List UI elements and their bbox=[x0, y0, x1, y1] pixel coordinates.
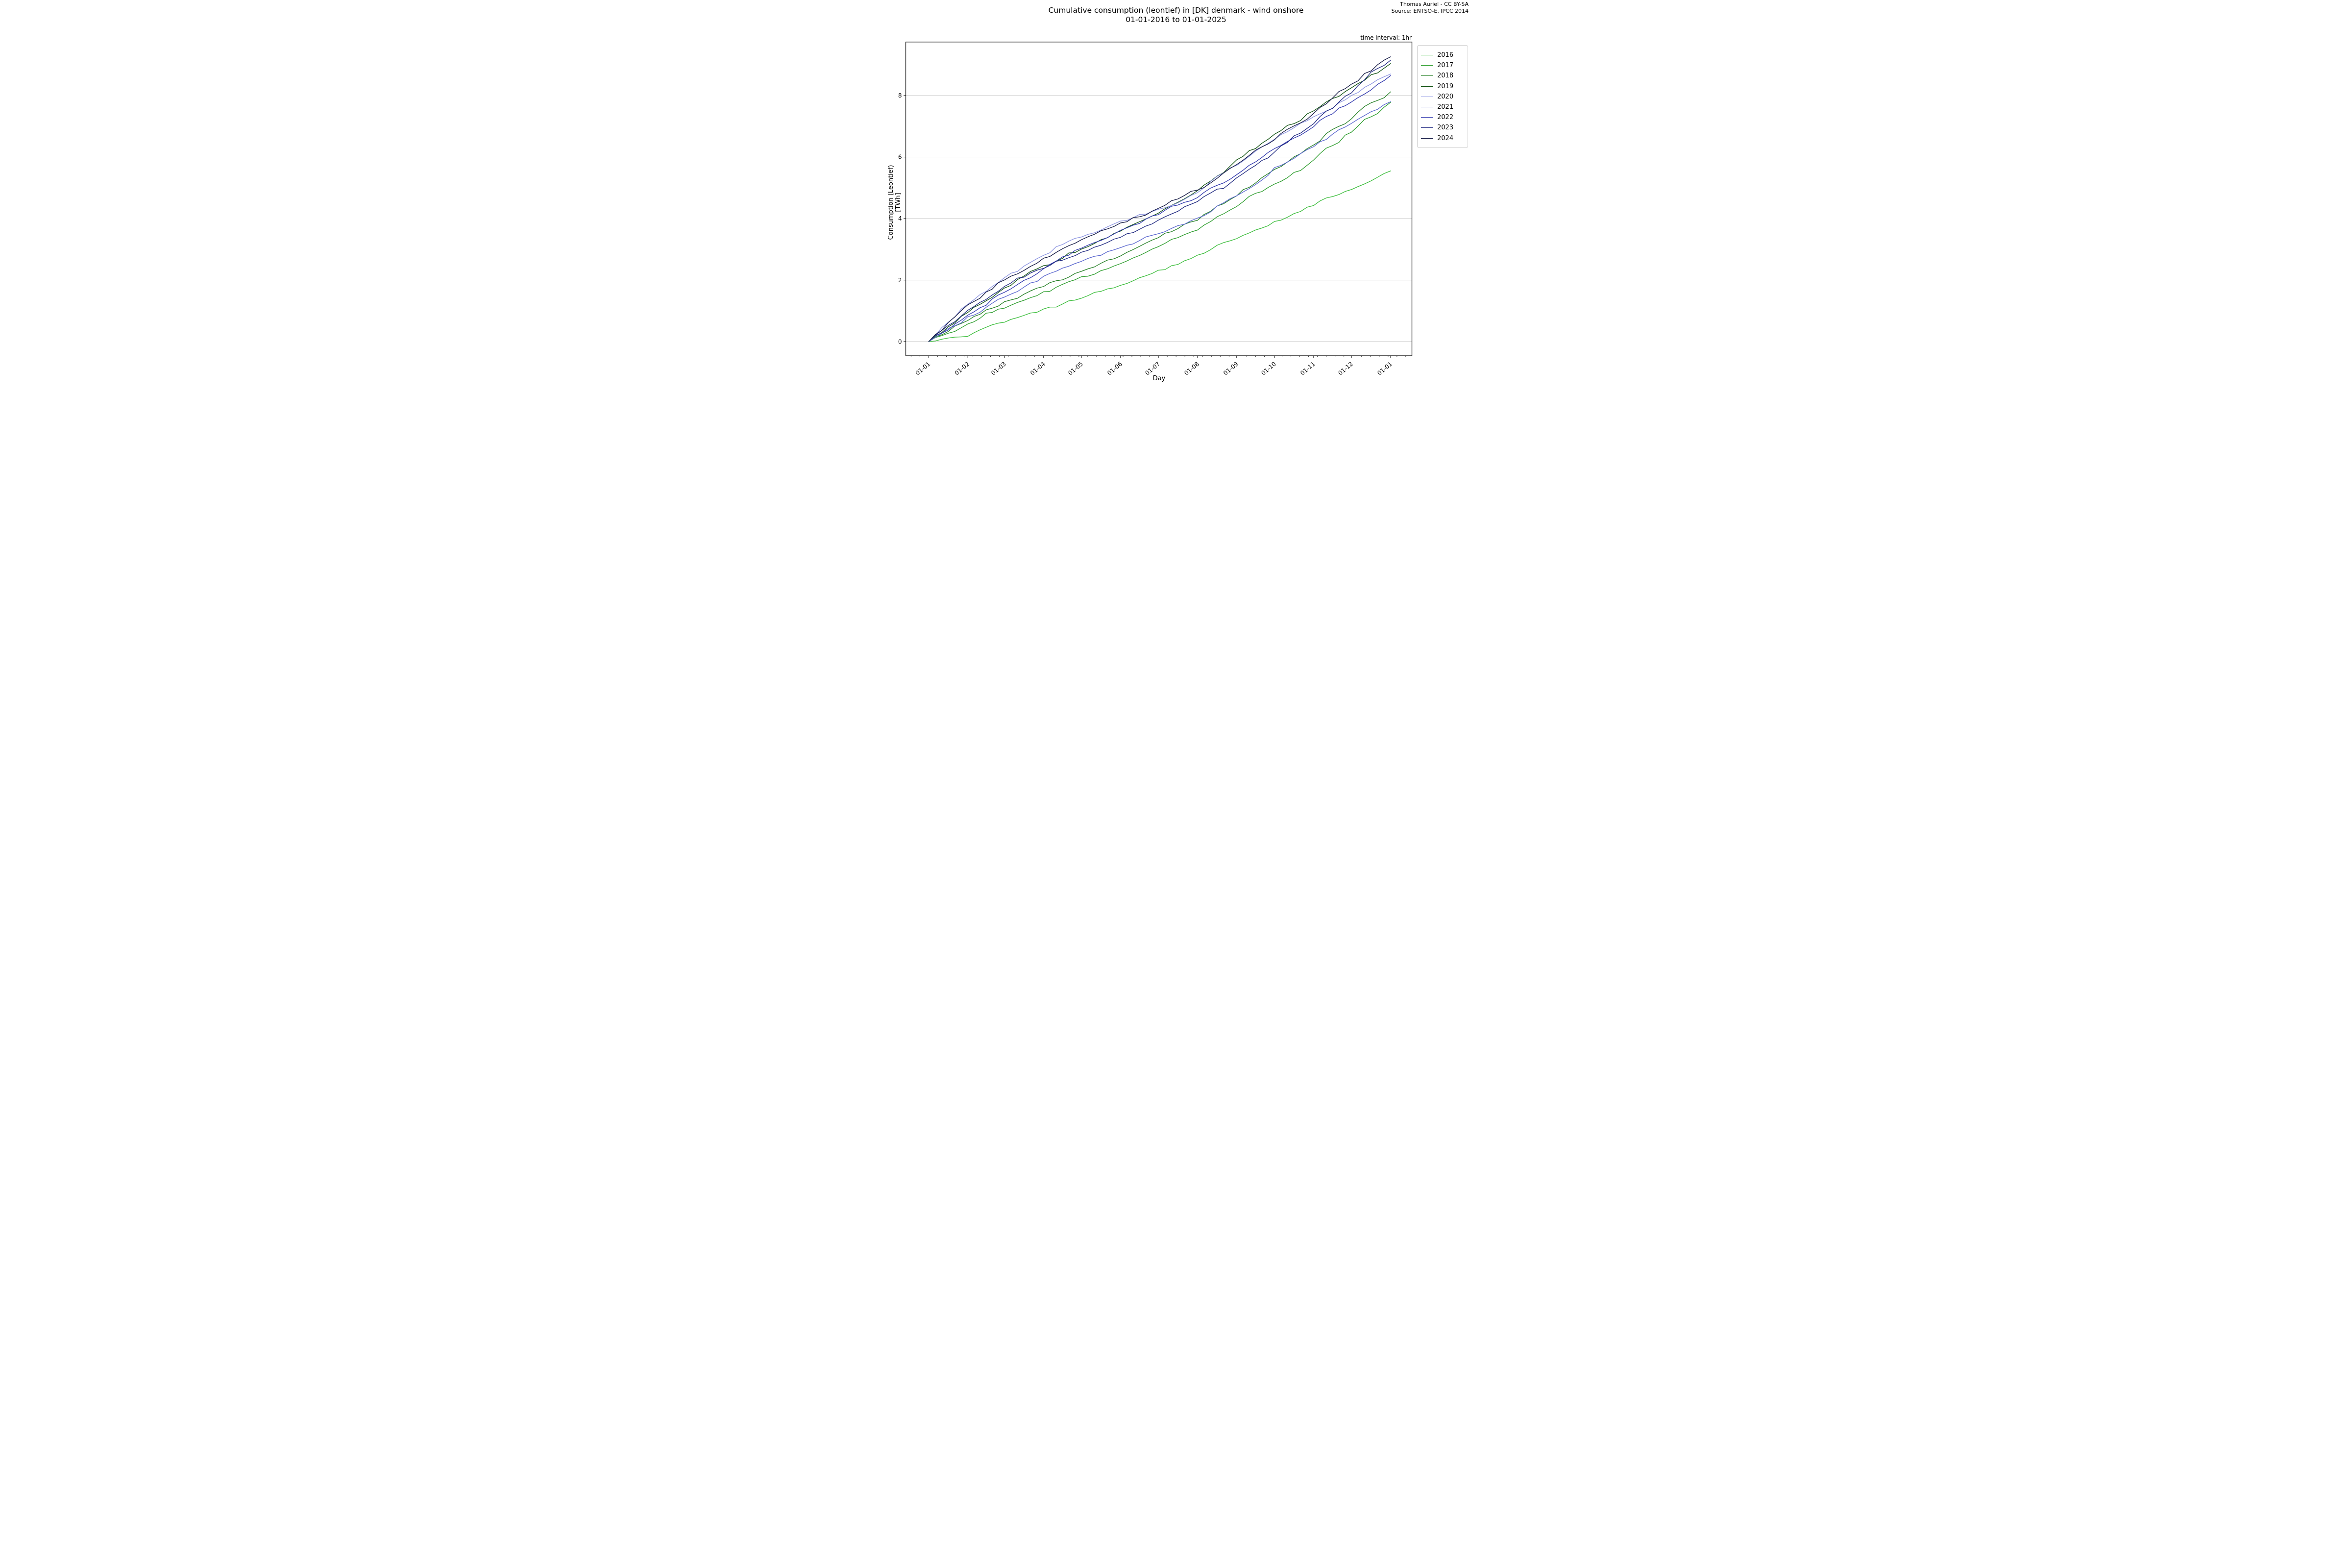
x-tick-label-11: 01-12 bbox=[1337, 361, 1354, 377]
x-tick-label-2: 01-03 bbox=[990, 361, 1007, 377]
legend-label-2020: 2020 bbox=[1437, 93, 1454, 100]
attribution: Thomas Auriel - CC BY-SA Source: ENTSO-E… bbox=[1392, 1, 1469, 14]
legend-label-2017: 2017 bbox=[1437, 62, 1454, 70]
legend-label-2023: 2023 bbox=[1437, 124, 1454, 132]
legend-item-2016: 2016 bbox=[1421, 50, 1464, 60]
legend-item-2021: 2021 bbox=[1421, 102, 1464, 112]
legend-label-2022: 2022 bbox=[1437, 114, 1454, 122]
x-tick-label-6: 01-07 bbox=[1144, 361, 1161, 377]
legend-label-2018: 2018 bbox=[1437, 72, 1454, 80]
y-tick-label-2: 2 bbox=[898, 277, 902, 284]
legend: 2016 2017 2018 2019 2020 2021 2022 2023 2024 bbox=[1417, 45, 1468, 148]
legend-item-2023: 2023 bbox=[1421, 122, 1464, 133]
legend-swatch-2024 bbox=[1421, 138, 1433, 139]
legend-label-2021: 2021 bbox=[1437, 103, 1454, 111]
legend-item-2017: 2017 bbox=[1421, 60, 1464, 71]
x-tick-label-3: 01-04 bbox=[1029, 361, 1047, 377]
series-line-2022 bbox=[928, 75, 1391, 342]
chart-plot-area: 01-01 01-02 01-03 01-04 01-05 01-06 01-07 01-08… bbox=[898, 42, 1413, 377]
x-tick-label-10: 01-11 bbox=[1299, 361, 1317, 377]
x-tick-label-0: 01-01 bbox=[914, 361, 932, 377]
x-tick-label-8: 01-09 bbox=[1222, 361, 1240, 377]
legend-label-2019: 2019 bbox=[1437, 82, 1454, 90]
legend-item-2024: 2024 bbox=[1421, 133, 1464, 144]
legend-label-2016: 2016 bbox=[1437, 51, 1454, 59]
legend-label-2024: 2024 bbox=[1437, 134, 1454, 142]
x-axis-label: Day bbox=[1152, 375, 1166, 382]
legend-swatch-2023 bbox=[1421, 127, 1433, 128]
legend-item-2018: 2018 bbox=[1421, 71, 1464, 81]
attribution-source: Source: ENTSO-E, IPCC 2014 bbox=[1391, 7, 1469, 14]
series-line-2021 bbox=[928, 101, 1391, 342]
y-tick-label-4: 4 bbox=[898, 215, 902, 222]
legend-item-2020: 2020 bbox=[1421, 92, 1464, 102]
series-line-2024 bbox=[928, 56, 1391, 342]
legend-swatch-2019 bbox=[1421, 86, 1433, 87]
legend-swatch-2018 bbox=[1421, 75, 1433, 76]
series-line-2016 bbox=[928, 171, 1391, 342]
x-tick-label-9: 01-10 bbox=[1260, 361, 1277, 377]
legend-swatch-2017 bbox=[1421, 65, 1433, 66]
series-line-2017 bbox=[928, 102, 1391, 342]
figure: Cumulative consumption (leontief) in [DK… bbox=[882, 0, 1470, 392]
x-tick-label-4: 01-05 bbox=[1067, 361, 1084, 377]
y-tick-label-8: 8 bbox=[898, 92, 902, 99]
y-axis-label: Consumption (Leontief) [TWh] bbox=[887, 165, 902, 240]
chart-title-line2: 01-01-2016 to 01-01-2025 bbox=[1126, 15, 1226, 24]
y-tick-label-0: 0 bbox=[898, 338, 902, 345]
chart-title: Cumulative consumption (leontief) in [DK… bbox=[882, 6, 1470, 24]
legend-swatch-2022 bbox=[1421, 117, 1433, 118]
legend-item-2022: 2022 bbox=[1421, 112, 1464, 122]
x-tick-label-12: 01-01 bbox=[1376, 361, 1394, 377]
x-tick-label-5: 01-06 bbox=[1106, 361, 1124, 377]
x-tick-label-7: 01-08 bbox=[1183, 361, 1200, 377]
x-tick-label-1: 01-02 bbox=[953, 361, 971, 377]
legend-item-2019: 2019 bbox=[1421, 81, 1464, 92]
y-tick-label-6: 6 bbox=[898, 154, 902, 161]
series-line-2018 bbox=[928, 91, 1391, 342]
axes-spines bbox=[905, 42, 1413, 356]
series-line-2019 bbox=[928, 63, 1391, 342]
time-interval-note: time interval: 1hr bbox=[1360, 34, 1412, 41]
series-line-2020 bbox=[928, 74, 1391, 342]
chart-title-line1: Cumulative consumption (leontief) in [DK… bbox=[1048, 6, 1304, 15]
series-line-2023 bbox=[928, 60, 1391, 342]
attribution-author: Thomas Auriel - CC BY-SA bbox=[1400, 1, 1469, 7]
